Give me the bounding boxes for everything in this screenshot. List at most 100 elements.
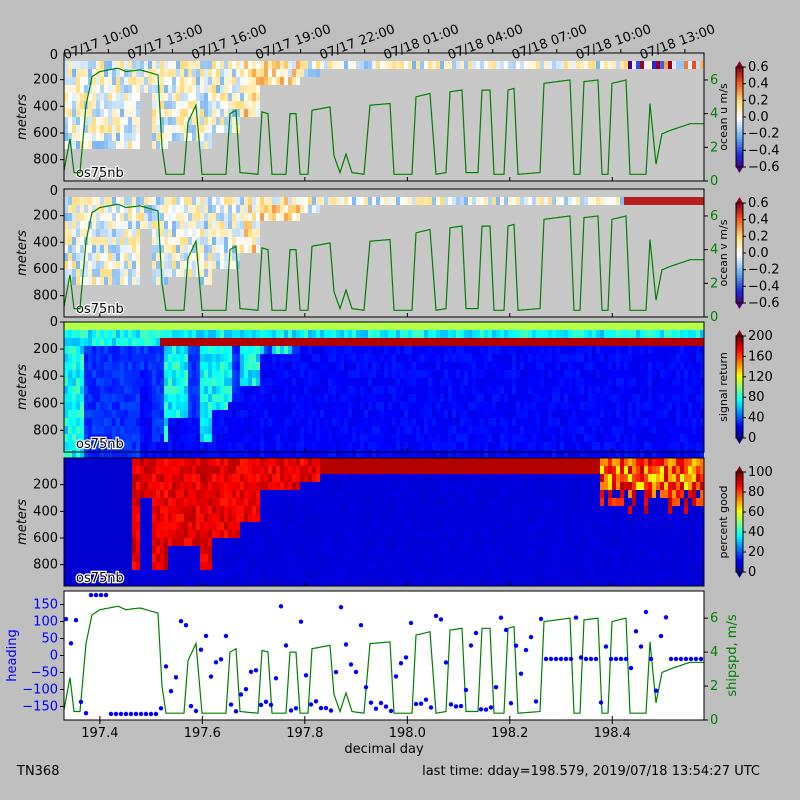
y-tick-label: 400 <box>33 369 58 384</box>
heading-point <box>443 660 449 665</box>
colorbar-tick-label: 0.4 <box>748 213 769 228</box>
colorbar-tick-label: 0.0 <box>748 246 769 261</box>
heading-point <box>638 644 644 649</box>
colorbar-tick-label: −0.6 <box>748 296 780 311</box>
heading-point <box>643 609 649 615</box>
heading-point <box>653 688 659 693</box>
heading-point <box>473 630 479 636</box>
heading-point <box>453 704 459 709</box>
colorbar-bottom-arrow <box>736 303 743 309</box>
y-tick-label: −50 <box>31 665 58 680</box>
colorbar-tick-label: 80 <box>748 485 765 500</box>
heading-point <box>198 647 204 652</box>
heading-point <box>498 615 504 620</box>
heading-point <box>353 669 359 675</box>
y-tick-label: 800 <box>33 558 58 573</box>
heading-point <box>338 605 344 610</box>
heading-point <box>543 656 549 662</box>
colorbar-label: ocean v m/s <box>717 219 730 286</box>
heading-point <box>633 629 639 634</box>
instrument-label: os75nb <box>76 302 124 317</box>
panel-frame <box>63 321 705 453</box>
x-tick-label: 198.4 <box>594 726 631 741</box>
x-tick-label: 198.0 <box>389 726 426 741</box>
heading-point <box>213 660 219 665</box>
right-tick-label: 0 <box>710 310 718 325</box>
heading-point <box>333 669 339 675</box>
y-axis-label: meters <box>15 364 30 410</box>
heading-point <box>183 623 189 628</box>
heading-point <box>263 699 269 704</box>
cruise-label: TN368 <box>17 764 60 779</box>
heading-point <box>508 701 514 706</box>
heading-point <box>228 702 234 707</box>
heading-point <box>343 642 349 647</box>
heading-point <box>558 656 564 662</box>
heading-point <box>73 618 79 623</box>
heading-point <box>598 700 604 705</box>
y-tick-label: 600 <box>33 126 58 141</box>
heading-point <box>483 707 489 712</box>
y-tick-label: 400 <box>33 235 58 250</box>
heading-point <box>118 711 124 717</box>
heading-point <box>108 711 114 717</box>
y-tick-label: 800 <box>33 423 58 438</box>
right-tick-label: 2 <box>710 679 718 694</box>
colorbar-tick-label: −0.6 <box>748 160 780 175</box>
heading-point <box>538 616 544 622</box>
heading-point <box>648 656 654 662</box>
colorbar-tick-label: 0.2 <box>748 229 769 244</box>
heading-point <box>533 699 539 704</box>
y-tick-label: 0 <box>50 315 58 330</box>
heatmap-image <box>64 458 704 586</box>
heading-point <box>573 615 579 620</box>
colorbar-tick-label: 200 <box>748 329 773 344</box>
colorbar-tick-label: 40 <box>748 411 765 426</box>
heading-point <box>243 687 249 692</box>
colorbar-frame <box>735 471 744 573</box>
colorbar-top-arrow <box>736 61 743 67</box>
colorbar-top-arrow <box>736 466 743 472</box>
heading-point <box>123 711 129 717</box>
y-tick-label: 800 <box>33 153 58 168</box>
heading-point <box>468 643 474 648</box>
colorbar-tick-label: −0.4 <box>748 143 780 158</box>
heading-point <box>188 703 194 709</box>
heading-point <box>658 633 664 639</box>
heading-point <box>408 620 414 626</box>
y-tick-label: 150 <box>33 598 58 613</box>
y-tick-label: 100 <box>33 615 58 630</box>
colorbar-tick-label: 120 <box>748 370 773 385</box>
y-tick-label: 0 <box>50 48 58 63</box>
heading-point <box>248 669 254 674</box>
y-tick-label: 0 <box>50 649 58 664</box>
heading-point <box>273 676 279 681</box>
heading-point <box>168 689 174 694</box>
heading-point <box>208 674 214 679</box>
right-tick-label: 0 <box>710 174 718 189</box>
heading-point <box>143 711 149 717</box>
heading-point <box>368 700 374 705</box>
heading-point <box>98 592 104 598</box>
right-tick-label: 4 <box>710 107 718 122</box>
heading-point <box>523 647 529 653</box>
heading-point <box>148 711 154 717</box>
heading-point <box>413 701 419 707</box>
heading-point <box>493 685 499 690</box>
heading-point <box>393 674 399 679</box>
heading-point <box>83 711 89 716</box>
y-tick-label: 400 <box>33 504 58 519</box>
y-axis-label: meters <box>15 94 30 140</box>
colorbar-label: ocean u m/s <box>717 83 730 151</box>
x-axis-label: decimal day <box>344 742 424 757</box>
heading-point <box>253 668 259 673</box>
heading-point <box>383 704 389 709</box>
heading-point <box>503 627 509 633</box>
heading-point <box>158 706 164 711</box>
heading-point <box>668 656 674 662</box>
right-tick-label: 6 <box>710 209 718 224</box>
heading-point <box>238 692 244 697</box>
heading-point <box>153 711 159 717</box>
heading-point <box>308 702 314 707</box>
